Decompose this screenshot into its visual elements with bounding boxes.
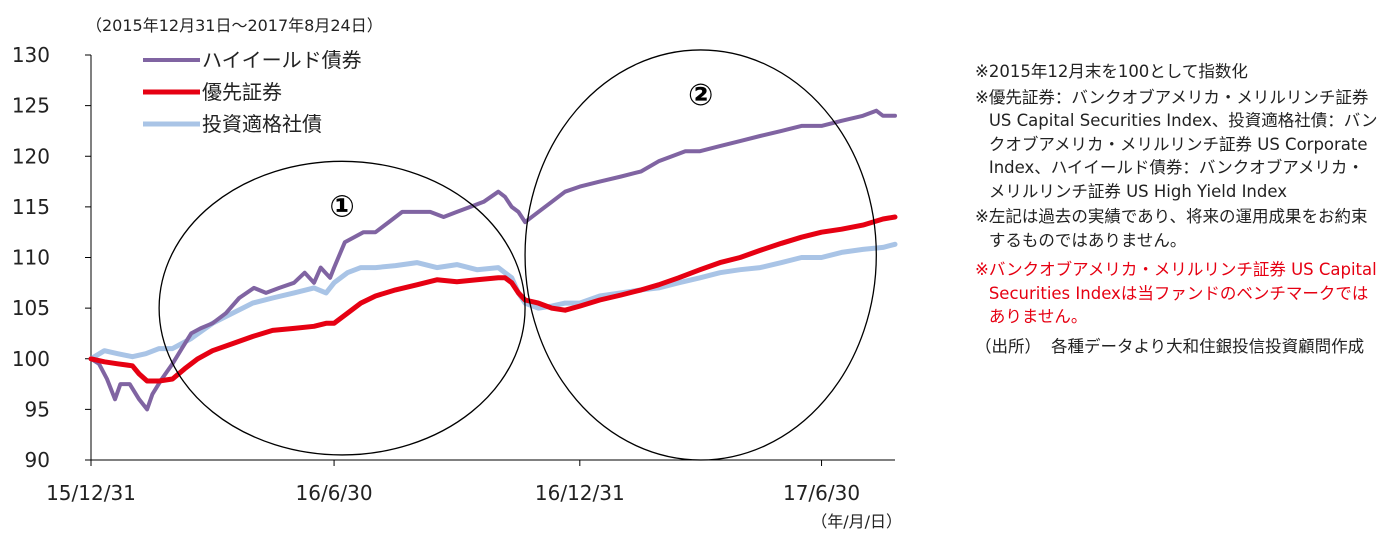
note-item: ※ 左記は過去の実績であり、将来の運用成果をお約束するものではありません。 [975, 205, 1380, 252]
note-item: ※ 2015年12月末を100として指数化 [975, 60, 1380, 84]
y-tick-label: 130 [12, 43, 50, 67]
note-item: （出所） 各種データより大和住銀投信投資顧問作成 [975, 335, 1380, 359]
note-text: 2015年12月末を100として指数化 [988, 62, 1248, 81]
note-mark: ※ [975, 260, 989, 279]
note-text: バンクオブアメリカ・メリルリンチ証券 US Capital Securities… [988, 260, 1377, 326]
y-tick-label: 100 [12, 347, 50, 371]
x-tick-label: 17/6/30 [783, 481, 860, 505]
note-mark: ※ [975, 207, 989, 226]
x-tick-label: 15/12/31 [46, 481, 136, 505]
note-mark: （出所） [975, 336, 1041, 356]
legend-label: 優先証券 [202, 80, 282, 104]
note-text: 各種データより大和住銀投信投資顧問作成 [1051, 336, 1365, 356]
annotation-label: ② [688, 78, 713, 113]
legend-label: ハイイールド債券 [202, 48, 362, 72]
y-axis-layer: 90 95 100 105 110 115 120 125 130 15/12/31 16/6/30… [12, 43, 895, 505]
series-layer [88, 108, 898, 412]
y-tick-label: 105 [12, 296, 50, 320]
x-unit-label: （年/月/日） [811, 512, 902, 531]
period-label: （2015年12月31日～2017年8月24日） [86, 16, 383, 35]
y-tick-label: 110 [12, 246, 50, 270]
line-chart: 90 95 100 105 110 115 120 125 130 15/12/31 16/6/30… [12, 43, 902, 531]
annotation-ellipse [158, 160, 526, 456]
y-tick-label: 115 [12, 195, 50, 219]
note-text: 左記は過去の実績であり、将来の運用成果をお約束するものではありません。 [988, 207, 1368, 250]
note-item: ※ バンクオブアメリカ・メリルリンチ証券 US Capital Securitie… [975, 258, 1380, 329]
annotation-layer: ①② [158, 49, 877, 461]
note-mark: ※ [975, 87, 989, 107]
x-tick-label: 16/12/31 [535, 481, 625, 505]
series-line-2 [88, 241, 898, 362]
series-line-0 [89, 108, 897, 412]
y-tick-label: 125 [12, 94, 50, 118]
annotation-ellipse [524, 49, 877, 461]
legend-label: 投資適格社債 [202, 112, 322, 136]
annotation-label: ① [329, 189, 354, 224]
note-mark: ※ [975, 62, 989, 81]
series-line-1 [88, 214, 898, 384]
y-tick-label: 90 [25, 448, 50, 472]
notes-panel: ※ 2015年12月末を100として指数化 ※ 優先証券：バンクオブアメリカ・メリルリ… [975, 60, 1380, 360]
note-item: ※ 優先証券：バンクオブアメリカ・メリルリンチ証券 US Capital Secu… [975, 86, 1380, 204]
note-text: 優先証券：バンクオブアメリカ・メリルリンチ証券 US Capital Secur… [988, 87, 1378, 201]
x-tick-label: 16/6/30 [296, 481, 373, 505]
y-tick-label: 120 [12, 144, 50, 168]
y-tick-label: 95 [25, 397, 50, 421]
